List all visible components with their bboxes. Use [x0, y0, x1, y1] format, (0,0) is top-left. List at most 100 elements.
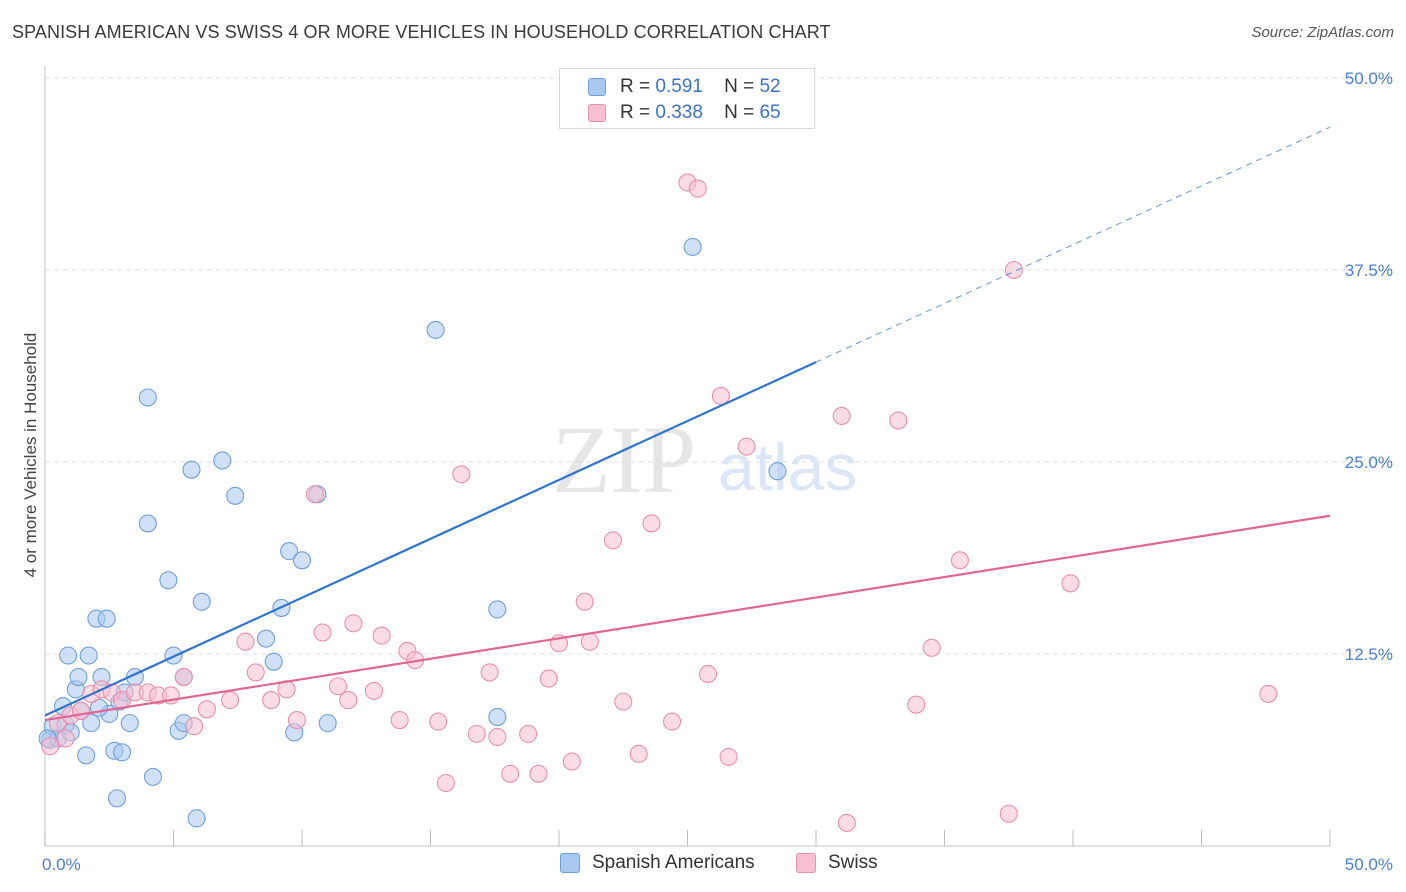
- data-point-swiss: [950, 551, 969, 570]
- data-point-swiss: [436, 773, 455, 793]
- data-point-swiss: [837, 813, 856, 833]
- trend-extension-spanish-americans: [815, 126, 1331, 363]
- data-point-swiss: [580, 632, 599, 651]
- watermark-zip: ZIP: [552, 406, 696, 513]
- data-point-swiss: [603, 531, 623, 550]
- data-point-spanish-americans: [426, 320, 445, 339]
- source-label: Source: ZipAtlas.com: [1251, 24, 1394, 41]
- legend-n-value-swiss: 65: [759, 102, 781, 123]
- data-point-swiss: [539, 669, 558, 688]
- trend-line-swiss: [44, 514, 1331, 722]
- data-point-swiss: [480, 663, 499, 682]
- watermark: ZIP atlas: [552, 406, 857, 513]
- data-point-swiss: [452, 465, 471, 484]
- series-name-spanish-americans: Spanish Americans: [592, 852, 755, 873]
- data-point-spanish-americans: [82, 714, 101, 733]
- data-point-swiss: [488, 727, 507, 746]
- data-point-swiss: [575, 592, 594, 611]
- trend-lines: [44, 126, 1331, 722]
- y-tick-label: 50.0%: [1345, 69, 1393, 88]
- correlation-legend: R = 0.591 N = 52 R = 0.338 N = 65: [559, 68, 815, 129]
- data-point-swiss: [71, 701, 91, 720]
- data-point-spanish-americans: [256, 629, 276, 648]
- series-swatch-swiss: [796, 853, 816, 873]
- data-point-spanish-americans: [318, 714, 337, 733]
- data-point-swiss: [197, 700, 216, 719]
- data-point-swiss: [1004, 260, 1023, 280]
- data-point-spanish-americans: [97, 609, 116, 628]
- y-axis-label: 4 or more Vehicles in Household: [21, 333, 40, 578]
- data-point-spanish-americans: [138, 388, 157, 407]
- data-point-swiss: [688, 179, 707, 198]
- data-point-swiss: [629, 744, 648, 763]
- data-point-swiss: [429, 712, 448, 731]
- scatter-points: [38, 173, 1278, 833]
- data-point-spanish-americans: [292, 551, 312, 570]
- tick-labels: 12.5% 25.0% 37.5% 50.0% 0.0% 50.0%: [42, 69, 1393, 874]
- data-point-swiss: [287, 710, 306, 730]
- legend-swatch-spanish-americans: [588, 78, 606, 96]
- data-point-swiss: [41, 737, 60, 756]
- data-point-spanish-americans: [264, 652, 283, 671]
- x-tick-label: 0.0%: [42, 855, 81, 874]
- data-point-swiss: [185, 717, 204, 736]
- data-point-swiss: [372, 626, 391, 645]
- legend-swatch-swiss: [588, 104, 606, 122]
- data-point-swiss: [719, 747, 738, 766]
- data-point-swiss: [737, 437, 756, 456]
- data-point-spanish-americans: [226, 486, 245, 505]
- data-point-swiss: [519, 724, 538, 743]
- data-point-spanish-americans: [192, 592, 211, 611]
- data-point-swiss: [999, 804, 1018, 823]
- data-point-swiss: [529, 764, 548, 783]
- grid-lines: [45, 77, 1395, 655]
- data-point-spanish-americans: [69, 667, 88, 687]
- data-point-swiss: [262, 691, 281, 710]
- x-tick-label: 50.0%: [1345, 855, 1393, 874]
- data-point-swiss: [344, 614, 363, 633]
- data-point-spanish-americans: [120, 714, 139, 733]
- data-point-swiss: [313, 623, 332, 642]
- y-tick-label: 25.0%: [1345, 453, 1393, 472]
- y-tick-label: 12.5%: [1345, 645, 1393, 664]
- legend-r-value-spanish-americans: 0.591: [655, 76, 703, 97]
- data-point-spanish-americans: [182, 460, 201, 479]
- data-point-spanish-americans: [59, 646, 78, 665]
- data-point-swiss: [390, 710, 409, 730]
- data-point-swiss: [246, 663, 265, 682]
- watermark-atlas: atlas: [718, 430, 857, 504]
- data-point-spanish-americans: [107, 789, 127, 808]
- data-point-swiss: [642, 514, 661, 533]
- data-point-swiss: [220, 691, 240, 710]
- legend-n-value-spanish-americans: 52: [759, 76, 781, 97]
- data-point-swiss: [562, 752, 581, 771]
- data-point-swiss: [907, 695, 926, 714]
- legend-r-label: R =: [620, 102, 651, 123]
- data-point-spanish-americans: [159, 571, 178, 590]
- y-tick-label: 37.5%: [1345, 261, 1393, 280]
- data-point-swiss: [339, 691, 358, 710]
- data-point-swiss: [467, 724, 486, 743]
- legend-r-label: R =: [620, 76, 651, 97]
- legend-n-label: N =: [724, 76, 755, 97]
- data-point-swiss: [922, 638, 941, 657]
- data-point-spanish-americans: [768, 462, 787, 481]
- data-point-swiss: [174, 667, 193, 687]
- data-point-spanish-americans: [213, 451, 232, 470]
- data-point-spanish-americans: [79, 646, 98, 665]
- data-point-swiss: [364, 681, 384, 700]
- data-point-swiss: [699, 664, 718, 684]
- data-point-swiss: [711, 386, 730, 406]
- trend-line-spanish-americans: [44, 361, 817, 717]
- data-point-swiss: [236, 632, 255, 651]
- data-point-swiss: [614, 692, 633, 711]
- data-point-swiss: [305, 485, 324, 504]
- legend-r-value-swiss: 0.338: [655, 102, 703, 123]
- data-point-spanish-americans: [488, 707, 507, 727]
- data-point-swiss: [501, 764, 520, 783]
- data-point-swiss: [1061, 574, 1080, 593]
- data-point-spanish-americans: [187, 809, 206, 828]
- data-point-spanish-americans: [138, 514, 157, 533]
- data-point-spanish-americans: [280, 542, 299, 561]
